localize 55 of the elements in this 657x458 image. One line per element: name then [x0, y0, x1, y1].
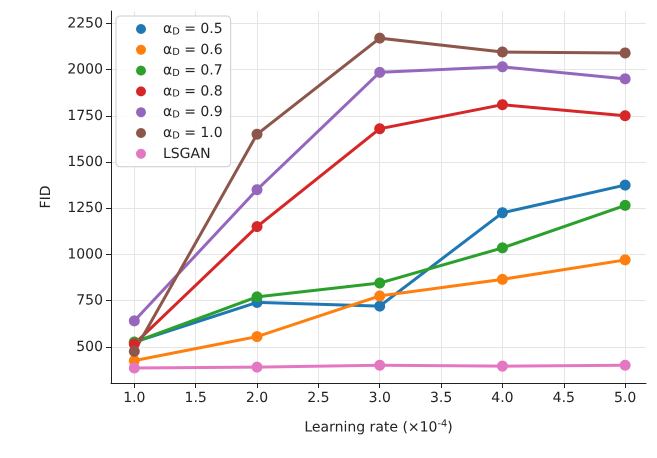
y-tick-label: 1750: [67, 108, 103, 124]
x-tick-label: 3.5: [430, 390, 452, 406]
y-tick-label: 750: [76, 292, 103, 309]
legend-label: αD = 0.6: [163, 42, 223, 58]
y-tick-label: 2000: [67, 62, 103, 78]
point: [128, 315, 140, 326]
point: [374, 32, 386, 44]
y-tick-label: 2250: [67, 15, 103, 32]
x-tick-label: 3.0: [368, 390, 391, 406]
point: [374, 300, 386, 312]
point: [620, 110, 631, 122]
x-tick-label: 4.5: [552, 390, 575, 406]
point: [496, 46, 508, 58]
point: [252, 221, 263, 232]
point: [252, 128, 263, 140]
x-tick-label: 1.5: [184, 390, 207, 406]
point: [374, 360, 386, 371]
point: [496, 360, 508, 372]
y-tick-label: 500: [76, 338, 103, 355]
point: [620, 47, 631, 58]
x-tick-label: 4.0: [491, 390, 514, 406]
legend-label: αD = 0.8: [163, 83, 223, 100]
point: [374, 278, 386, 289]
point: [620, 73, 631, 84]
point: [620, 254, 631, 266]
y-tick-label: 1500: [67, 154, 103, 170]
y-tick-label: 1250: [67, 200, 103, 216]
point: [252, 184, 263, 196]
point: [252, 331, 263, 342]
point: [374, 290, 386, 302]
legend-label: αD = 0.9: [163, 104, 223, 120]
x-tick-label: 1.0: [123, 390, 146, 406]
legend-label: αD = 1.0: [163, 125, 223, 142]
point: [620, 200, 631, 211]
point: [620, 180, 631, 191]
point: [374, 123, 386, 134]
point: [496, 242, 508, 254]
point: [128, 346, 140, 357]
point: [496, 99, 508, 110]
x-tick-label: 2.5: [307, 390, 330, 406]
point: [128, 362, 140, 374]
point: [252, 291, 263, 302]
y-axis-title: FID: [38, 186, 54, 208]
legend-label: αD = 0.5: [163, 21, 223, 38]
legend-label: LSGAN: [163, 146, 211, 162]
y-tick-label: 1000: [67, 246, 103, 262]
point: [496, 207, 508, 218]
legend-label: αD = 0.7: [163, 62, 223, 79]
x-tick-label: 2.0: [246, 390, 268, 406]
x-tick-label: 5.0: [614, 390, 636, 406]
point: [496, 61, 508, 72]
point: [374, 66, 386, 78]
point: [620, 360, 631, 371]
point: [496, 274, 508, 285]
point: [252, 362, 263, 373]
